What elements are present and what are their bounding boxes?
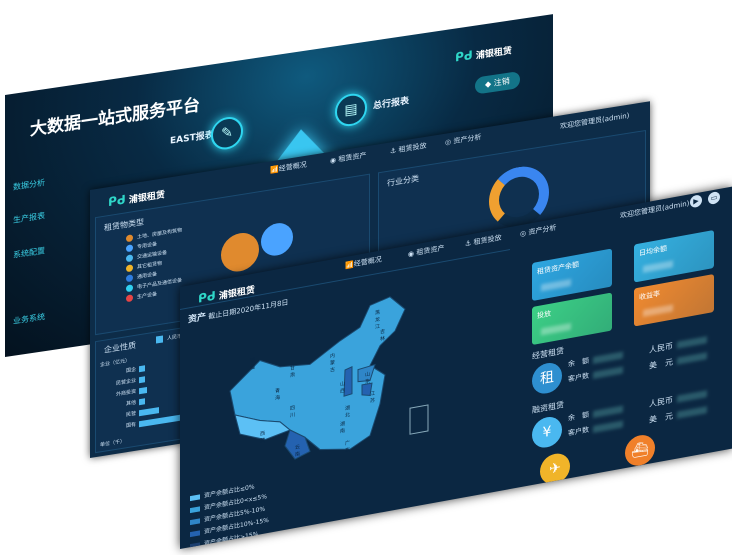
east-report-label: EAST报表 [170, 130, 214, 147]
yuan-icon: ¥ [532, 414, 562, 451]
head-office-report-label: 总行报表 [373, 96, 410, 112]
province-label: 云南 [295, 444, 301, 459]
legend-swatch [190, 542, 200, 549]
hand-icon: ⚓ [390, 146, 399, 156]
nav-overview[interactable]: 📶经营概况 [345, 255, 382, 271]
province-label: 甘肃 [290, 365, 296, 380]
map-region-yunnan[interactable] [284, 426, 311, 461]
pie-bubble-land [221, 230, 259, 275]
monitor-icon[interactable]: ▭ [708, 190, 720, 206]
province-label: 西藏 [260, 430, 266, 445]
sidebar-item-business-system[interactable]: 业务系统 [13, 312, 45, 326]
legend-swatch [190, 506, 200, 514]
province-label: 新疆 [250, 357, 256, 372]
province-label: 吉林 [380, 328, 386, 343]
chart-icon: 📶 [345, 260, 354, 271]
sidebar-item-system-config[interactable]: 系统配置 [13, 246, 45, 260]
kpi-card[interactable]: 投放 [532, 292, 612, 346]
china-map [229, 296, 429, 461]
play-icon[interactable]: ▶ [690, 194, 702, 209]
brand-logo: ᑭᑯ 浦银租赁 [108, 190, 165, 210]
section-title: 租赁物类型 [104, 217, 144, 233]
section-title: 企业性质 [104, 340, 136, 355]
nav-asset-analysis[interactable]: ◎ 资产分析 [520, 223, 557, 239]
enterprise-bar[interactable] [139, 406, 159, 416]
sidebar-item-production-report[interactable]: 生产报表 [13, 211, 45, 225]
map-region-jiangsu[interactable] [361, 382, 373, 397]
nav-overview[interactable]: 📶经营概况 [270, 160, 307, 175]
map-region-shandong[interactable] [357, 363, 376, 383]
lease-icon: 租 [532, 360, 562, 397]
legend-dot [126, 284, 133, 293]
edit-icon: ✎ [221, 124, 233, 143]
kpi-card[interactable]: 租赁资产余额 [532, 248, 612, 302]
legend-dot [126, 254, 133, 263]
logo-icon: ᑭᑯ [455, 47, 473, 65]
east-report-button[interactable]: ✎ [211, 114, 243, 152]
nav-lease-investment[interactable]: ⚓ 租赁投放 [390, 141, 427, 156]
nav-lease-investment[interactable]: ⚓ 租赁投放 [465, 233, 502, 249]
nav-lease-assets[interactable]: ◉ 租赁资产 [330, 151, 367, 165]
nav-asset-analysis[interactable]: ◎ 资产分析 [445, 133, 482, 147]
x-axis-label: 单位（千） [100, 438, 126, 449]
province-label: 山西 [340, 381, 346, 395]
legend-swatch [190, 494, 200, 502]
sidebar-item-data-analysis[interactable]: 数据分析 [13, 178, 45, 192]
enterprise-bar[interactable] [139, 375, 145, 383]
south-sea-inset [409, 404, 429, 435]
chart-icon: 📶 [270, 165, 279, 175]
pie-bubble-equipment [261, 220, 293, 258]
province-label: 湖北 [345, 405, 351, 420]
province-label: 广东 [345, 440, 351, 455]
head-office-report-button[interactable]: ▤ [335, 91, 367, 129]
user-greeting: 欢迎您管理员(admin) [560, 111, 630, 131]
logout-button[interactable]: ◆ 注销 [475, 70, 520, 95]
brand-logo: ᑭᑯ 浦银租赁 [455, 46, 512, 65]
legend-rmb: 人民币 [156, 332, 182, 344]
plane-icon: ✈ [540, 451, 570, 487]
asset-map-panel: ᑭᑯ 浦银租赁 📶经营概况 ◉ 租赁资产 ⚓ 租赁投放 ◎ 资产分析 欢迎您管理员… [180, 186, 732, 549]
province-label: 内蒙古 [330, 352, 336, 374]
province-label: 湖南 [340, 421, 346, 435]
legend-dot [126, 294, 133, 303]
enterprise-bar[interactable] [139, 386, 147, 394]
map-section: 资产 截止日期2020年11月8日 新疆 西藏 青海 四川 云南 内蒙古 黑龙江 吉林 甘肃 山西… [180, 249, 510, 549]
province-label: 黑龙江 [375, 309, 381, 331]
province-label: 山东 [365, 371, 371, 386]
province-label: 江苏 [370, 390, 376, 405]
province-label: 青海 [275, 387, 281, 402]
report-icon: ▤ [344, 100, 358, 119]
section-title: 行业分类 [387, 173, 419, 188]
map-region-shanxi[interactable] [343, 365, 353, 397]
legend-dot [126, 274, 133, 283]
legend-dot [126, 264, 133, 273]
nav-lease-assets[interactable]: ◉ 租赁资产 [408, 243, 445, 259]
hand-icon: ⚓ [465, 238, 474, 249]
ship-icon: ⛴ [625, 432, 655, 469]
kpi-card[interactable]: 收益率 [634, 273, 714, 327]
logout-icon: ◆ [485, 78, 494, 90]
logo-icon: ᑭᑯ [108, 192, 126, 210]
legend-dot [126, 234, 133, 243]
legend-swatch [190, 518, 200, 526]
kpi-card[interactable]: 日均余额 [634, 229, 714, 283]
enterprise-bar[interactable] [139, 397, 145, 405]
enterprise-bar[interactable] [139, 364, 145, 372]
legend-swatch [190, 530, 200, 538]
map-legend: 资产余额占比≤0% 资产余额占比0<x≤5% 资产余额占比5%-10% 资产余额占比1… [190, 479, 269, 549]
legend-dot [126, 244, 133, 253]
province-label: 四川 [290, 405, 296, 420]
